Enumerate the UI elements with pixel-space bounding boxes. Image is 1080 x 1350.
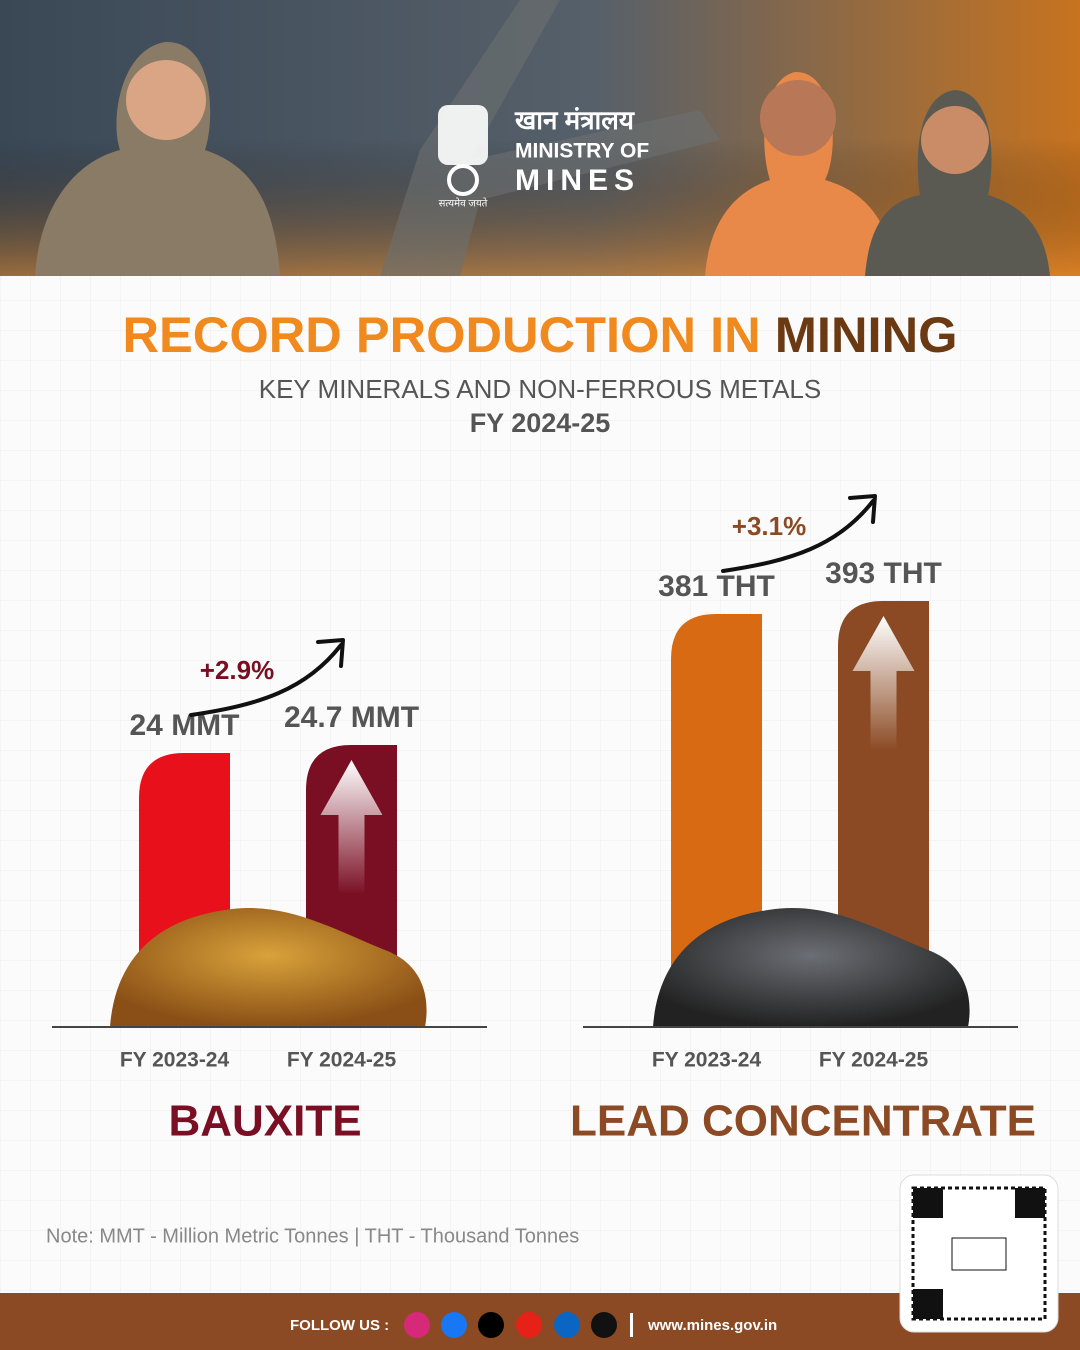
face [921,106,989,174]
period: FY 2024-25 [470,408,611,438]
growth-annotation: +3.1% [732,511,806,541]
motto: सत्यमेव जयते [439,198,488,210]
value-label: 24 MMT [129,709,239,742]
growth-annotation: +2.9% [200,655,274,685]
x-tick-label: FY 2024-25 [819,1049,929,1072]
main-title: RECORD PRODUCTION IN MINING [122,307,957,363]
growth-arrow [852,616,915,751]
trend-arrow [721,499,875,573]
trend-arrow [189,643,343,717]
title-part: MINING [775,307,958,363]
divider [630,1313,633,1337]
chart-title: BAUXITE [168,1097,361,1146]
value-label: 393 THT [825,557,942,590]
social-icons [404,1312,633,1338]
trend-arrowhead [848,494,877,524]
mineral-rock [110,908,427,1027]
title-part: RECORD PRODUCTION IN [122,307,760,363]
person-photo [35,41,280,277]
emblem [438,105,488,196]
facebook-icon[interactable] [441,1312,467,1338]
qr-logo [951,1237,1007,1271]
x-tick-label: FY 2023-24 [652,1049,762,1072]
face [126,60,206,140]
linkedin-icon[interactable] [554,1312,580,1338]
ministry-line1: MINISTRY OF [515,140,649,163]
value-label: 381 THT [658,570,775,603]
qr-finder [913,1188,943,1218]
instagram-icon[interactable] [404,1312,430,1338]
qr-code [899,1174,1059,1333]
ministry-line2: MINES [515,164,640,197]
header: सत्यमेव जयते खान मंत्रालय MINISTRY OF MI… [0,0,1080,277]
person-photo [705,71,895,277]
x-tick-label: FY 2023-24 [120,1049,230,1072]
note: Note: MMT - Million Metric Tonnes | THT … [46,1225,579,1247]
person-photo [865,90,1050,276]
x-icon[interactable] [478,1312,504,1338]
qr-finder [913,1289,943,1319]
chart-title: LEAD CONCENTRATE [570,1097,1036,1146]
subtitle: KEY MINERALS AND NON-FERROUS METALS [259,374,821,404]
mineral-rock [653,908,970,1027]
ministry-hindi: खान मंत्रालय [514,105,635,135]
youtube-icon[interactable] [516,1312,542,1338]
threads-icon[interactable] [591,1312,617,1338]
bar [838,601,929,1027]
charts: 24 MMT FY 2023-24 24.7 MMT FY 2024-25 +2.9% B… [52,494,1036,1146]
website-link[interactable]: www.mines.gov.in [647,1317,777,1334]
growth-arrow [320,760,383,895]
qr-finder [1015,1188,1045,1218]
trend-arrowhead [316,638,345,668]
face [760,80,836,156]
x-tick-label: FY 2024-25 [287,1049,397,1072]
value-label: 24.7 MMT [284,701,419,734]
qr-pattern [911,1186,1047,1321]
excavator [380,0,720,276]
follow-label: FOLLOW US : [290,1317,389,1334]
